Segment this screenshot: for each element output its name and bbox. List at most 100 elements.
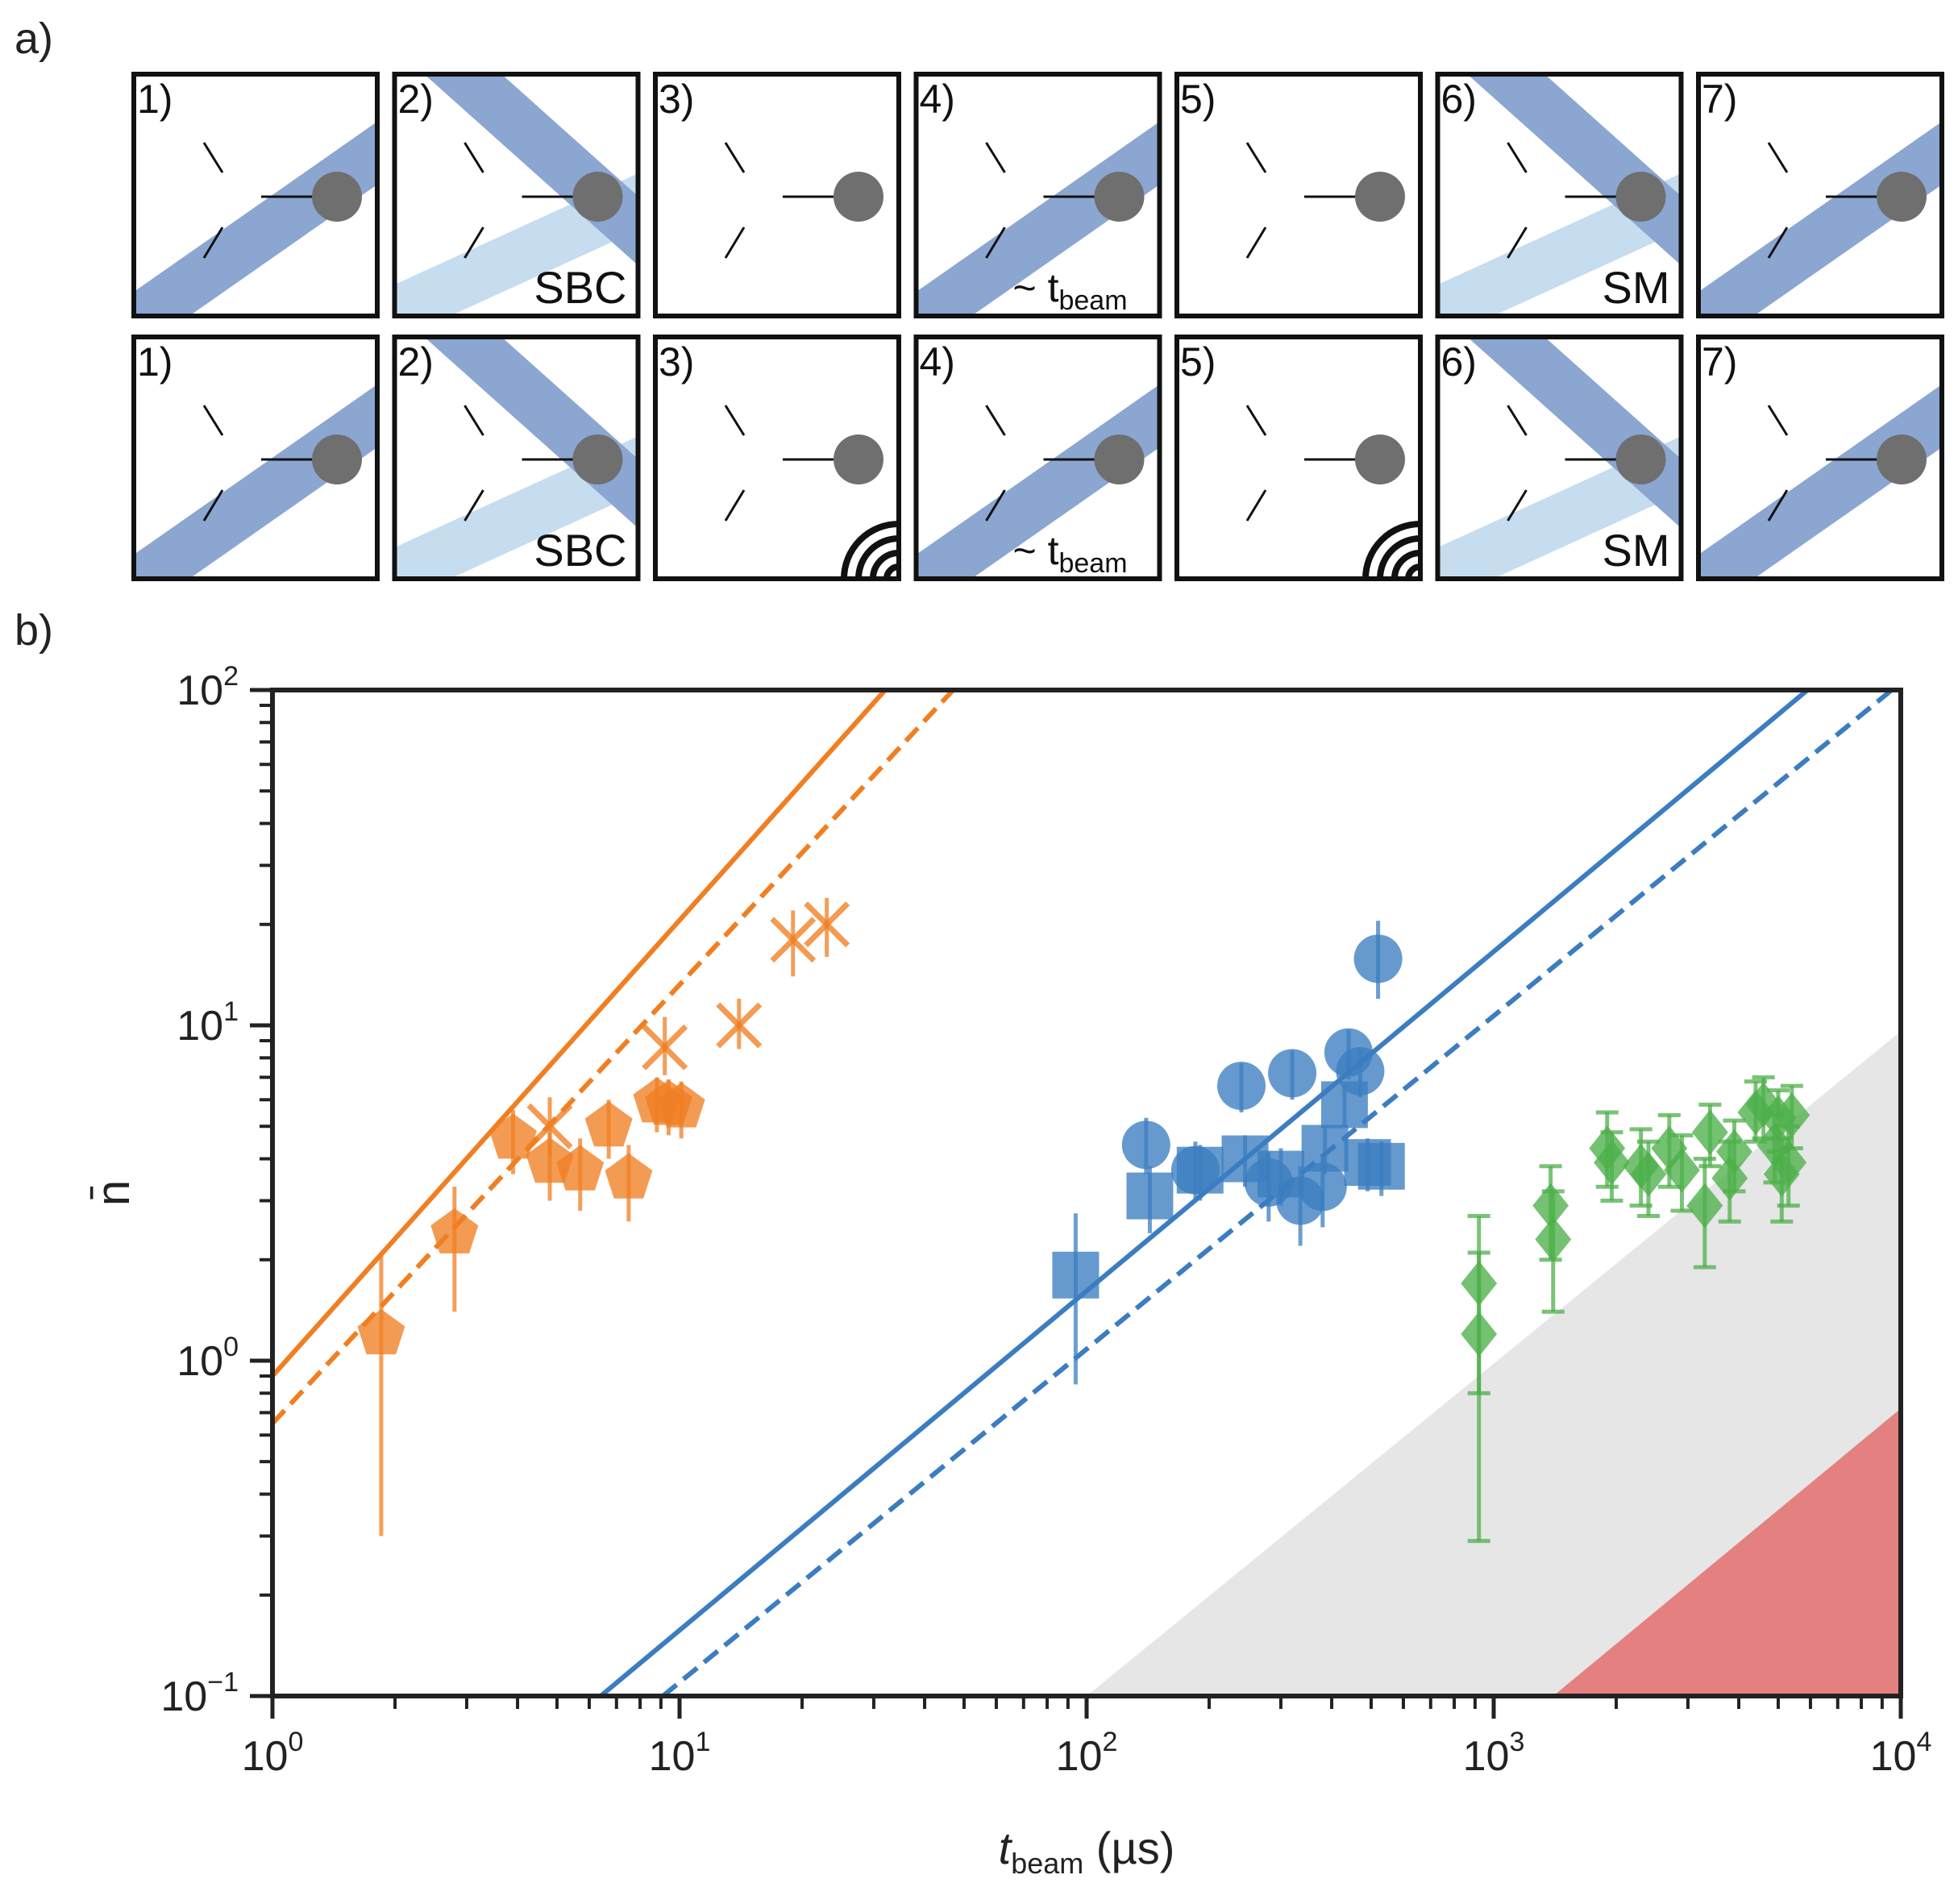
ion xyxy=(1355,434,1405,484)
data-point xyxy=(1770,1140,1807,1186)
cooling-beam xyxy=(134,121,377,316)
y-tick-label: 100 xyxy=(177,1332,239,1385)
ion xyxy=(1615,172,1666,222)
box-frame xyxy=(131,335,380,581)
electrode xyxy=(1507,142,1528,173)
data-point xyxy=(1535,1216,1572,1262)
data-point xyxy=(584,1101,633,1147)
ion xyxy=(1355,172,1405,222)
electrode xyxy=(985,227,1006,259)
step-number: 3) xyxy=(659,77,694,122)
x-tick-label: 101 xyxy=(649,1727,711,1780)
ion xyxy=(1877,434,1927,484)
data-point xyxy=(1773,1092,1810,1138)
step-number: 6) xyxy=(1441,77,1477,122)
box-frame xyxy=(653,335,901,581)
step-number: 7) xyxy=(1702,77,1737,122)
box-frame xyxy=(1174,72,1423,318)
step-number: 4) xyxy=(920,339,955,385)
schematic-box: 1) xyxy=(131,72,380,318)
data-point xyxy=(1268,1049,1317,1098)
electrode xyxy=(1507,405,1528,436)
orange-pentagons xyxy=(357,1077,705,1536)
box-frame xyxy=(1435,335,1684,581)
cooling-beam xyxy=(134,384,377,579)
orange-fit-dashed xyxy=(272,690,955,1425)
electrode xyxy=(1245,227,1267,259)
data-point xyxy=(1461,1312,1498,1357)
data-point xyxy=(430,1208,479,1253)
schematic-box: 4) ~ tbeam xyxy=(913,335,1162,581)
data-point xyxy=(804,901,850,948)
data-point xyxy=(1664,1147,1700,1193)
electrode xyxy=(202,489,224,522)
box-frame xyxy=(1696,72,1944,318)
cooling-beam xyxy=(916,121,1160,316)
ion xyxy=(834,434,883,484)
electrode xyxy=(724,227,746,259)
schematic-box: 3) xyxy=(653,72,901,318)
schematic-box: 4) ~ tbeam xyxy=(913,72,1162,318)
ion xyxy=(572,434,623,484)
x-axis-label: tbeam (µs) xyxy=(999,1823,1175,1880)
step-number: 6) xyxy=(1441,339,1477,385)
step-number: 5) xyxy=(1180,339,1216,385)
data-point xyxy=(1170,1145,1220,1195)
data-point xyxy=(526,1103,573,1149)
ion xyxy=(834,172,883,222)
blue-circles xyxy=(1121,921,1403,1246)
step-number: 3) xyxy=(659,339,694,385)
step-label: SBC xyxy=(534,262,626,313)
panel-b-label: b) xyxy=(15,606,53,655)
step-label: ~ tbeam xyxy=(1013,265,1128,316)
schematic-box: 2) SBC xyxy=(392,72,641,318)
electrode xyxy=(1245,405,1267,436)
cooling-beam xyxy=(1698,121,1942,316)
electrode xyxy=(724,405,746,436)
cooling-beam xyxy=(1698,384,1942,579)
data-point xyxy=(1630,1151,1667,1197)
electrode xyxy=(1507,227,1528,259)
step-number: 1) xyxy=(137,339,173,385)
data-point xyxy=(1336,1046,1385,1095)
step-number: 5) xyxy=(1180,77,1216,122)
data-point xyxy=(1532,1183,1569,1228)
data-point xyxy=(642,1024,688,1070)
schematic-box: 1) xyxy=(131,335,380,581)
data-point xyxy=(716,1002,763,1049)
step-number: 1) xyxy=(137,77,173,122)
data-point xyxy=(489,1113,537,1159)
data-point xyxy=(1357,1142,1405,1190)
data-point xyxy=(1745,1082,1782,1128)
red-region xyxy=(1553,1408,1901,1696)
step-label: SM xyxy=(1603,525,1670,576)
data-point xyxy=(1353,934,1403,983)
electrode xyxy=(724,142,746,173)
schematic-box: 5) xyxy=(1174,72,1423,318)
box-frame xyxy=(1435,72,1684,318)
box-frame xyxy=(1174,335,1423,581)
electrode xyxy=(464,405,484,436)
electrode xyxy=(985,489,1006,522)
crossed-beam xyxy=(424,74,638,266)
data-point xyxy=(1121,1120,1170,1170)
data-point xyxy=(1052,1251,1100,1299)
data-point xyxy=(1594,1140,1630,1186)
electrode xyxy=(464,489,484,522)
data-point xyxy=(605,1153,653,1199)
schematic-box: 6) SM xyxy=(1435,72,1684,318)
panel-a-schematics: 1) 2) SBC 3) 4) ~ tbeam 5) 6) SM 7) 1) 2) SBC 3) 4) ~ t… xyxy=(131,72,1944,581)
electrode xyxy=(985,142,1006,173)
box-frame xyxy=(392,335,641,581)
electrode xyxy=(1767,227,1789,259)
data-point xyxy=(1217,1062,1266,1111)
box-frame xyxy=(653,72,901,318)
cooling-beam xyxy=(916,384,1160,579)
x-tick-label: 102 xyxy=(1056,1727,1118,1780)
ion xyxy=(572,172,623,222)
electrode xyxy=(1245,142,1267,173)
green-diamonds xyxy=(1461,1075,1810,1544)
electrode xyxy=(724,489,746,522)
data-point xyxy=(1651,1125,1688,1171)
